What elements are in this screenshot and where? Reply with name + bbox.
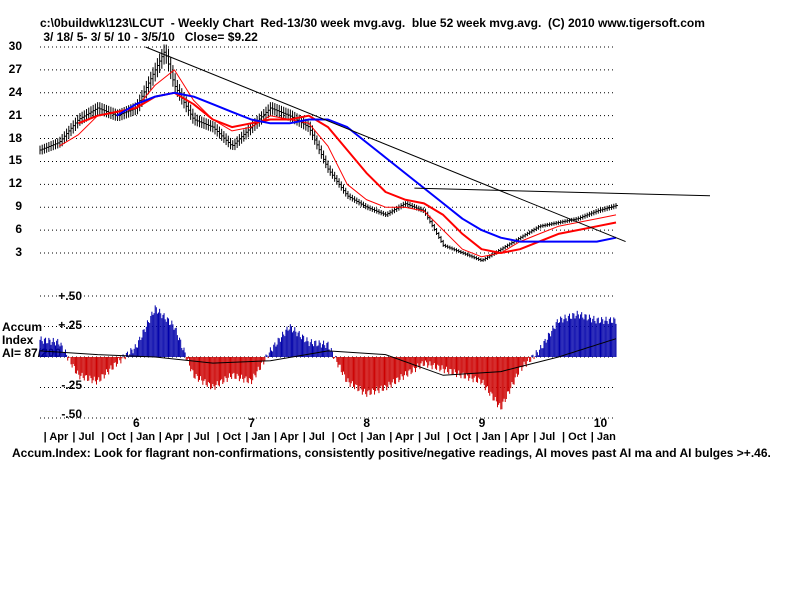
price-tick-label: 18 <box>8 130 22 145</box>
price-tick-label: 24 <box>8 84 22 99</box>
month-label: | Jan <box>590 431 616 443</box>
chart-header-dates: 3/ 18/ 5- 3/ 5/ 10 - 3/5/10 Close= $9.22 <box>40 30 258 44</box>
accum-tick-plus50: +.50 <box>58 289 82 303</box>
month-label: | Oct <box>216 431 241 443</box>
price-tick-label: 30 <box>8 39 22 53</box>
accum-tick-plus25: +.25 <box>58 318 82 332</box>
accum-label: Accum <box>2 320 43 334</box>
price-tick-label: 27 <box>8 61 22 76</box>
ma52-line <box>116 91 617 243</box>
month-label: | Apr <box>274 431 299 443</box>
accum-index-note: Accum.Index: Look for flagrant non-confi… <box>12 446 771 460</box>
year-label: 10 <box>593 416 608 430</box>
month-label: | Jul <box>302 431 325 443</box>
chart-header-title: c:\0buildwk\123\LCUT - Weekly Chart Red-… <box>40 16 705 30</box>
month-label: | Jul <box>418 431 441 443</box>
month-label: | Jan <box>245 431 271 443</box>
month-label: | Oct <box>562 431 587 443</box>
index-label: Index <box>2 333 34 347</box>
month-label: | Oct <box>101 431 126 443</box>
year-label: 7 <box>248 416 255 430</box>
month-label: | Jul <box>72 431 95 443</box>
price-tick-label: 9 <box>15 199 22 214</box>
month-label: | Jan <box>130 431 156 443</box>
price-tick-label: 21 <box>8 107 22 122</box>
month-label: | Oct <box>446 431 472 443</box>
month-label: | Jan <box>360 431 386 443</box>
year-label: 9 <box>478 416 486 430</box>
accum-ma-line <box>39 338 617 376</box>
month-label: | Apr <box>43 431 69 443</box>
resistance-line <box>414 187 711 197</box>
month-label: | Jul <box>187 431 210 443</box>
month-label: | Apr <box>389 431 414 443</box>
month-label: | Jul <box>533 431 556 443</box>
month-label: | Apr <box>158 431 184 443</box>
ma13-line <box>58 69 617 258</box>
month-label: | Oct <box>331 431 357 443</box>
price-tick-label: 12 <box>8 176 22 191</box>
downtrend-line <box>145 46 626 243</box>
year-label: 8 <box>363 416 371 430</box>
price-tick-label: 3 <box>15 245 22 259</box>
month-label: | Apr <box>504 431 530 443</box>
month-label: | Jan <box>475 431 501 443</box>
year-label: 6 <box>133 416 140 430</box>
accum-tick-minus50: -.50 <box>61 407 82 421</box>
price-tick-label: 6 <box>15 222 22 237</box>
price-tick-label: 15 <box>8 153 22 168</box>
